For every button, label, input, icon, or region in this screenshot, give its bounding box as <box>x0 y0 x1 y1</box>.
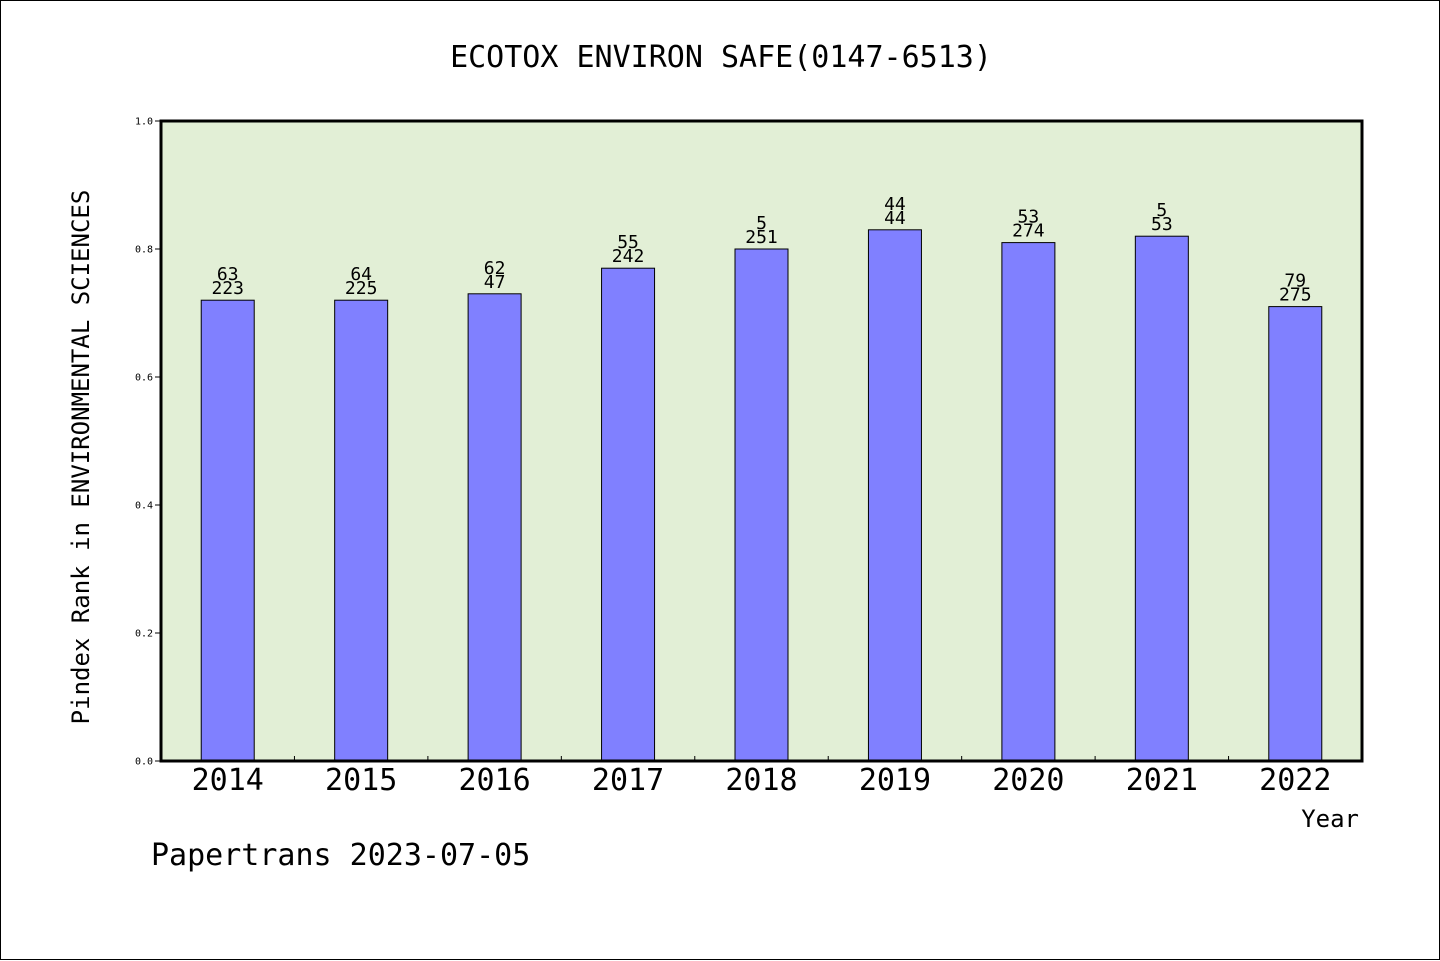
y-tick-label: 0.0 <box>135 757 153 768</box>
bar-2020 <box>1001 242 1056 762</box>
bar-2017 <box>601 267 656 762</box>
bar-label-bottom: 225 <box>345 278 378 299</box>
x-tick-label: 2014 <box>192 763 264 798</box>
x-tick-label: 2015 <box>325 763 397 798</box>
bar-label-bottom: 223 <box>211 278 244 299</box>
bar-label-top: 64 <box>350 264 372 285</box>
bar-label-top: 53 <box>1018 207 1040 228</box>
bar-2022 <box>1268 306 1323 762</box>
bar-2016 <box>467 293 522 762</box>
bar-label-bottom: 275 <box>1279 285 1312 306</box>
bar-label-bottom: 242 <box>612 246 645 267</box>
chart-title: ECOTOX ENVIRON SAFE(0147-6513) <box>450 40 992 75</box>
bar-label-top: 44 <box>884 194 906 215</box>
plot-border <box>159 119 1364 763</box>
bar-label-top: 55 <box>617 232 639 253</box>
x-tick-label: 2022 <box>1259 763 1331 798</box>
bar-label-top: 5 <box>756 213 767 234</box>
x-tick-label: 2016 <box>458 763 530 798</box>
y-axis-label: Pindex Rank in ENVIRONMENTAL SCIENCES <box>67 190 95 725</box>
bars <box>200 229 1323 762</box>
y-tick-label: 1.0 <box>135 117 153 128</box>
bar-label-bottom: 251 <box>745 227 778 248</box>
bar-label-bottom: 53 <box>1151 214 1173 235</box>
bar-2015 <box>334 299 389 762</box>
y-tick-label: 0.6 <box>135 373 153 384</box>
x-tick-label: 2018 <box>725 763 797 798</box>
bar-label-top: 63 <box>217 264 239 285</box>
x-axis-label: Year <box>1301 805 1359 833</box>
y-tick-label: 0.2 <box>135 629 153 640</box>
bar-label-top: 79 <box>1284 271 1306 292</box>
y-tick-label: 0.8 <box>135 245 153 256</box>
bar-2014 <box>200 299 255 762</box>
x-tick-label: 2017 <box>592 763 664 798</box>
y-axis-ticks: 0.0 0.2 0.4 0.6 0.8 1.0 <box>135 117 161 768</box>
bar-label-top: 62 <box>484 258 506 279</box>
bar-label-bottom: 274 <box>1012 221 1045 242</box>
bar-label-bottom: 44 <box>884 208 906 229</box>
x-tick-label: 2020 <box>992 763 1064 798</box>
x-tick-label: 2019 <box>859 763 931 798</box>
bar-label-top: 5 <box>1156 200 1167 221</box>
x-tick-label: 2021 <box>1126 763 1198 798</box>
y-tick-label: 0.4 <box>135 501 153 512</box>
bar-2021 <box>1134 235 1189 762</box>
footer-credit: Papertrans 2023-07-05 <box>151 838 530 873</box>
bar-2019 <box>867 229 922 762</box>
bar-2018 <box>734 248 789 762</box>
x-axis-ticks: 2014 2015 2016 2017 2018 2019 2020 2021 2022 <box>192 756 1331 798</box>
bar-label-bottom: 47 <box>484 272 506 293</box>
